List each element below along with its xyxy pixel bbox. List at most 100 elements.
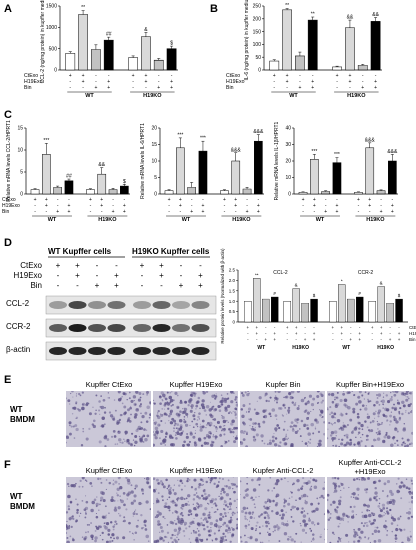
blot-sign-grid: + + - - + + - -- + - + - + - +- - + + - - + + (56, 261, 204, 290)
migrated-cell-dot (282, 403, 286, 407)
sign-cell: - (362, 79, 364, 85)
migrated-cell-dot (166, 531, 170, 534)
migrated-cell-dot (161, 439, 165, 443)
migrated-cell-dot (195, 538, 199, 542)
migrated-cell-dot (160, 536, 164, 540)
migrated-cell-dot (209, 413, 213, 417)
bar (141, 36, 151, 71)
migrated-cell-dot (378, 514, 382, 518)
migrated-cell-dot (285, 523, 289, 527)
migrated-cell-dot (396, 430, 399, 433)
migrated-cell-dot (168, 420, 170, 422)
migrated-cell-dot (100, 405, 105, 410)
migrated-cell-dot (367, 400, 370, 403)
migrated-cell-dot (370, 512, 373, 515)
y-tick-label: 1000 (46, 25, 57, 31)
migrated-cell-dot (379, 423, 381, 426)
migrated-cell-dot (284, 477, 286, 479)
migrated-cell-dot (218, 409, 222, 412)
migrated-cell-dot (340, 482, 344, 486)
migrated-cell-dot (296, 507, 300, 511)
migrated-cell-dot (131, 432, 134, 435)
migrated-cell-dot (407, 412, 410, 415)
migrated-cell-dot (153, 419, 154, 421)
migrated-cell-dot (394, 534, 397, 537)
migrated-cell-dot (356, 477, 359, 480)
migrated-cell-dot (118, 418, 122, 422)
sign-cell: - (191, 203, 193, 209)
migrated-cell-dot (187, 399, 192, 403)
legend-row-label: Bin (226, 85, 234, 91)
migrated-cell-dot (409, 508, 411, 510)
migrated-cell-dot (158, 424, 161, 427)
blot-band (133, 324, 151, 332)
migrated-cell-dot (290, 508, 293, 511)
migrated-cell-dot (226, 393, 229, 395)
migrated-cell-dot (289, 425, 293, 428)
sign-cell: + (170, 79, 173, 85)
migrated-cell-dot (121, 402, 124, 405)
sign-cell: - (325, 203, 327, 209)
migrated-cell-dot (410, 491, 413, 495)
migrated-cell-dot (229, 497, 232, 500)
migrated-cell-dot (168, 395, 173, 400)
migrated-cell-dot (163, 505, 167, 509)
migrated-cell-dot (133, 400, 135, 402)
migrated-cell-dot (173, 424, 176, 427)
migrated-cell-dot (189, 541, 192, 543)
migrated-cell-dot (179, 399, 183, 403)
migrated-cell-dot (217, 404, 221, 409)
migrated-cell-dot (372, 480, 376, 484)
migrated-cell-dot (123, 503, 126, 507)
migrated-cell-dot (66, 441, 67, 444)
migrated-cell-dot (176, 405, 180, 409)
legend-row-label: Bin (2, 209, 9, 215)
migrated-cell-dot (360, 522, 363, 525)
migrated-cell-dot (75, 519, 78, 522)
migrated-cell-dot (398, 412, 401, 415)
migrated-cell-dot (385, 394, 388, 397)
migrated-cell-dot (168, 496, 171, 499)
migrated-cell-dot (283, 499, 287, 503)
migrated-cell-dot (370, 522, 373, 526)
migrated-cell-dot (126, 498, 128, 500)
migrated-cell-dot (279, 441, 282, 444)
migrated-cell-dot (253, 428, 256, 432)
migrated-cell-dot (90, 534, 94, 538)
migrated-cell-dot (338, 438, 340, 441)
migrated-cell-dot (312, 509, 316, 513)
migrated-cell-dot (144, 437, 148, 442)
migrated-cell-dot (105, 522, 110, 526)
migrated-cell-dot (331, 415, 335, 419)
migrated-cell-dot (377, 409, 382, 413)
migrated-cell-dot (193, 493, 197, 496)
migrated-cell-dot (141, 415, 145, 419)
migrated-cell-dot (334, 484, 338, 488)
migrated-cell-dot (340, 442, 344, 446)
migrated-cell-dot (337, 485, 341, 488)
group-label-wt: WT (85, 93, 94, 99)
migrated-cell-dot (390, 396, 393, 398)
bar (386, 303, 394, 323)
micrograph-texture (327, 391, 413, 447)
migrated-cell-dot (249, 536, 253, 540)
migrated-cell-dot (182, 529, 186, 533)
migrated-cell-dot (398, 411, 401, 414)
migrated-cell-dot (342, 512, 346, 516)
migrated-cell-dot (167, 541, 170, 543)
migrated-cell-dot (99, 503, 101, 506)
migrated-cell-dot (286, 520, 289, 522)
migrated-cell-dot (161, 408, 164, 410)
migrated-cell-dot (139, 396, 142, 399)
migrated-cell-dot (276, 418, 278, 420)
migrated-cell-dot (188, 538, 190, 540)
migrated-cell-dot (314, 428, 317, 430)
panel-letter-f: F (4, 459, 11, 471)
y-tick-label: 0 (20, 192, 23, 198)
migrated-cell-dot (138, 501, 142, 506)
migrated-cell-dot (78, 408, 81, 412)
migrated-cell-dot (405, 512, 408, 514)
migrated-cell-dot (406, 536, 410, 539)
migrated-cell-dot (128, 442, 131, 445)
